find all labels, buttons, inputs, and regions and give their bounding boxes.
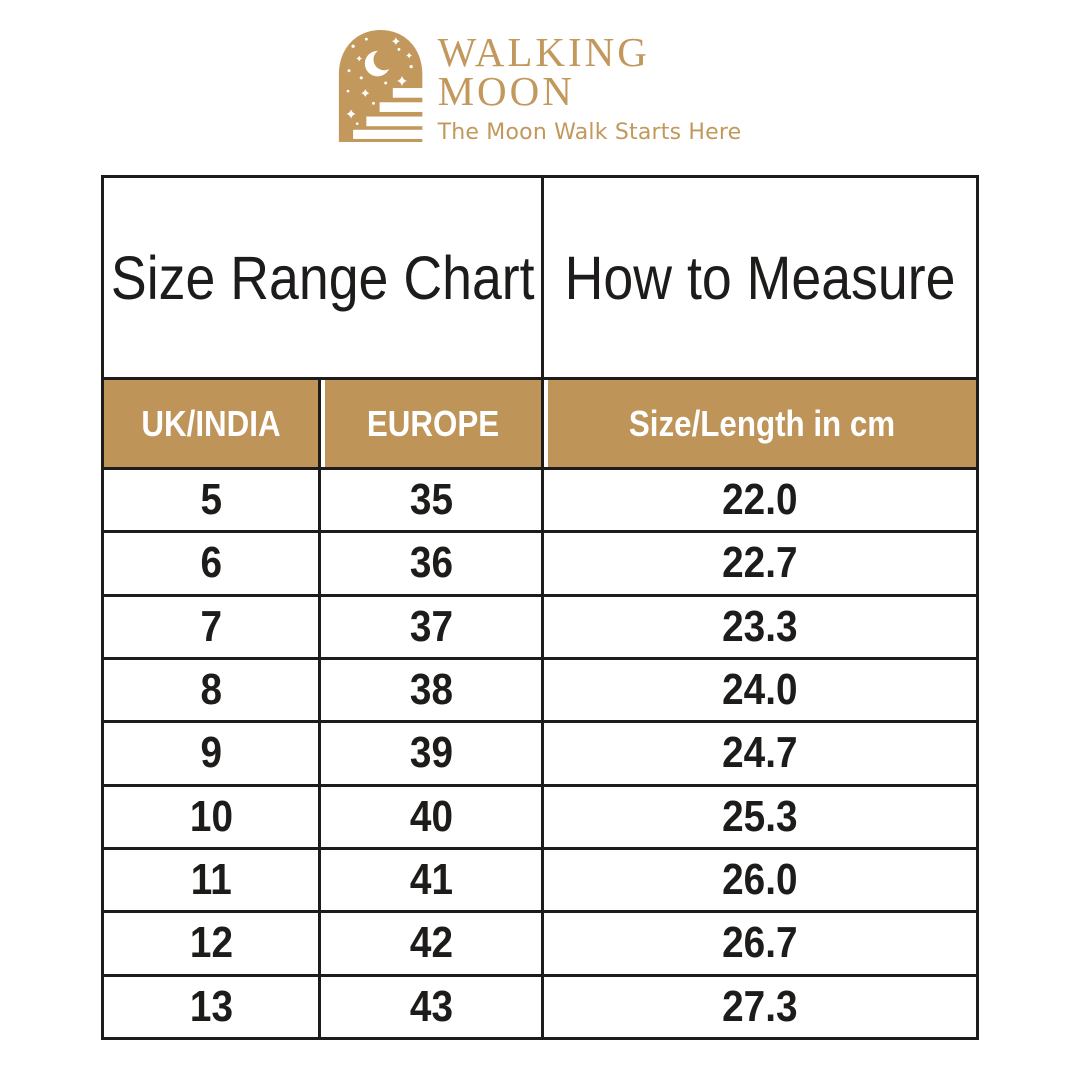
section-header-how-to-measure: How to Measure	[544, 178, 976, 377]
size-table-cell: 38	[321, 659, 541, 721]
brand-tagline: The Moon Walk Starts Here	[437, 120, 742, 145]
size-table-cell: 8	[104, 659, 318, 721]
size-table-cell: 42	[321, 913, 541, 974]
size-table-cell: 9	[104, 723, 318, 784]
size-table-cell: 12	[104, 913, 318, 974]
size-table-cell: 26.7	[544, 913, 976, 974]
walking-moon-arch-icon	[338, 30, 423, 142]
size-table-cell: 24.0	[544, 659, 976, 721]
size-table-cell: 24.7	[544, 723, 976, 784]
size-table-cell: 43	[321, 976, 541, 1037]
brand-logo: WALKING MOON The Moon Walk Starts Here	[338, 29, 742, 146]
size-table-cell: 41	[321, 849, 541, 911]
brand-text-block: WALKING MOON The Moon Walk Starts Here	[437, 29, 742, 146]
size-table-cell: 36	[321, 533, 541, 594]
size-table-cell: 25.3	[544, 786, 976, 847]
size-table-cell: 6	[104, 533, 318, 594]
size-table-cell: 22.7	[544, 533, 976, 594]
section-header-size-range: Size Range Chart	[104, 178, 541, 377]
column-header-size-length-cm: Size/Length in cm	[544, 380, 976, 467]
size-table-cell: 5	[104, 470, 318, 531]
size-table-cell: 22.0	[544, 470, 976, 531]
size-table-cell: 23.3	[544, 596, 976, 657]
column-header-europe: EUROPE	[321, 380, 541, 467]
column-header-uk-india: UK/INDIA	[104, 380, 318, 467]
size-table-cell: 26.0	[544, 849, 976, 911]
brand-name-line2: MOON	[437, 68, 575, 114]
size-table-cell: 13	[104, 976, 318, 1037]
size-table-cell: 37	[321, 596, 541, 657]
size-table-cell: 40	[321, 786, 541, 847]
size-chart-table: Size Range Chart How to Measure UK/INDIA…	[101, 175, 979, 1040]
size-table-cell: 10	[104, 786, 318, 847]
size-table-cell: 7	[104, 596, 318, 657]
size-table-cell: 39	[321, 723, 541, 784]
size-table-cell: 27.3	[544, 976, 976, 1037]
size-table-cell: 11	[104, 849, 318, 911]
brand-name-line1: WALKING	[437, 29, 650, 75]
size-table-cell: 35	[321, 470, 541, 531]
